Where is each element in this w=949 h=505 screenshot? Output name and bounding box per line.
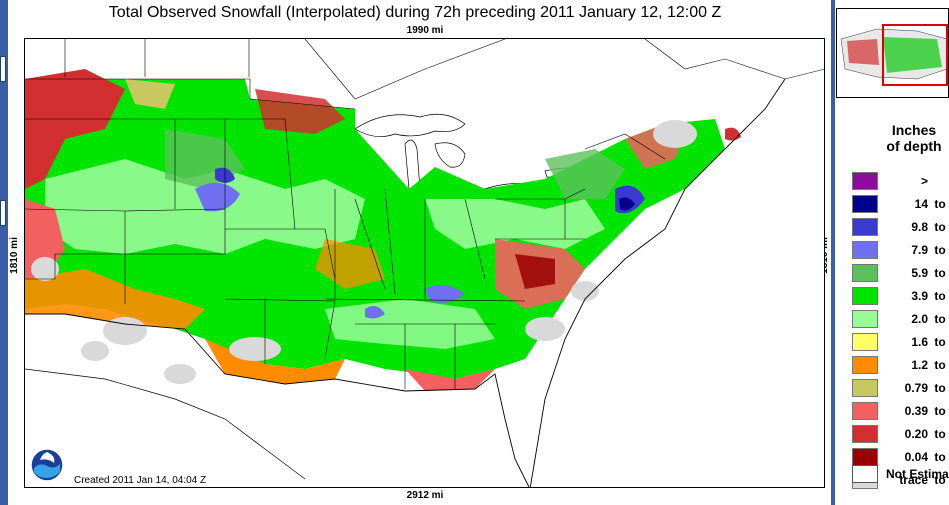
legend-row: 7.9to9 bbox=[852, 240, 949, 260]
legend-title-line1: Inches bbox=[891, 122, 937, 138]
legend-low: 0.04 bbox=[904, 450, 928, 464]
legend-not-estimated-label: Not Estima bbox=[886, 467, 949, 481]
legend-low: trace bbox=[899, 473, 928, 487]
legend-to: to bbox=[934, 358, 946, 372]
legend-low: 14 bbox=[914, 197, 928, 211]
panel-tab[interactable] bbox=[0, 56, 6, 82]
legend-to: to bbox=[934, 312, 946, 326]
legend-swatch bbox=[852, 195, 878, 213]
legend-low: 2.0 bbox=[911, 312, 928, 326]
distance-top: 1990 mi bbox=[406, 25, 444, 36]
legend-low: 0.79 bbox=[904, 381, 928, 395]
legend-swatch bbox=[852, 402, 878, 420]
legend-row: 1.2 to bbox=[852, 355, 949, 375]
legend-row: 0.04to0 bbox=[852, 447, 949, 467]
legend-low: 3.9 bbox=[911, 289, 928, 303]
legend-low: > bbox=[920, 174, 928, 188]
legend-row: 5.9to7 bbox=[852, 263, 949, 283]
legend-swatch bbox=[852, 287, 878, 305]
legend-row: 9.8 to bbox=[852, 217, 949, 237]
legend-row: >2 bbox=[852, 171, 949, 191]
legend-low: 7.9 bbox=[911, 243, 928, 257]
legend-swatch bbox=[852, 264, 878, 282]
legend-row: 0.79 to bbox=[852, 378, 949, 398]
legend-to: to bbox=[934, 197, 946, 211]
legend-low: 1.6 bbox=[911, 335, 928, 349]
legend-to: to bbox=[934, 381, 946, 395]
map-title: Total Observed Snowfall (Interpolated) d… bbox=[108, 4, 722, 21]
legend-to: to bbox=[934, 220, 946, 234]
map-canvas bbox=[25, 39, 824, 487]
legend-low: 1.2 bbox=[911, 358, 928, 372]
legend-not-estimated: Not Estima bbox=[852, 465, 949, 483]
created-timestamp: Created 2011 Jan 14, 04:04 Z bbox=[74, 475, 207, 486]
legend-to: to bbox=[934, 473, 946, 487]
legend-swatch bbox=[852, 356, 878, 374]
divider bbox=[831, 0, 835, 505]
legend-swatch bbox=[852, 241, 878, 259]
distance-left: 1810 mi bbox=[8, 237, 20, 274]
legend-swatch bbox=[852, 218, 878, 236]
legend-swatch bbox=[852, 379, 878, 397]
legend-swatch bbox=[852, 465, 878, 483]
legend-to: to bbox=[934, 404, 946, 418]
left-panel-edge bbox=[0, 0, 8, 505]
panel-tab[interactable] bbox=[0, 200, 6, 226]
legend-swatch bbox=[852, 425, 878, 443]
legend-row: 2.0to3 bbox=[852, 309, 949, 329]
legend-low: 5.9 bbox=[911, 266, 928, 280]
legend-to: to bbox=[934, 289, 946, 303]
legend-title-line2: of depth bbox=[886, 138, 942, 154]
legend-low: 9.8 bbox=[911, 220, 928, 234]
distance-bottom: 2912 mi bbox=[406, 490, 444, 501]
legend-to: to bbox=[934, 335, 946, 349]
legend-to: to bbox=[934, 243, 946, 257]
legend-low: 0.39 bbox=[904, 404, 928, 418]
noaa-logo bbox=[30, 448, 64, 482]
legend-title: Inches of depth bbox=[874, 122, 949, 154]
snowfall-map[interactable] bbox=[24, 38, 825, 488]
legend-row: 14 to bbox=[852, 194, 949, 214]
legend-to: to bbox=[934, 266, 946, 280]
legend-swatch bbox=[852, 333, 878, 351]
overview-inset-map[interactable] bbox=[836, 8, 949, 98]
legend-to: to bbox=[934, 427, 946, 441]
legend-row: 1.6to2 bbox=[852, 332, 949, 352]
legend-to: to bbox=[934, 450, 946, 464]
legend-swatch bbox=[852, 310, 878, 328]
legend-swatch bbox=[852, 172, 878, 190]
legend-low: 0.20 bbox=[904, 427, 928, 441]
legend-swatch bbox=[852, 448, 878, 466]
